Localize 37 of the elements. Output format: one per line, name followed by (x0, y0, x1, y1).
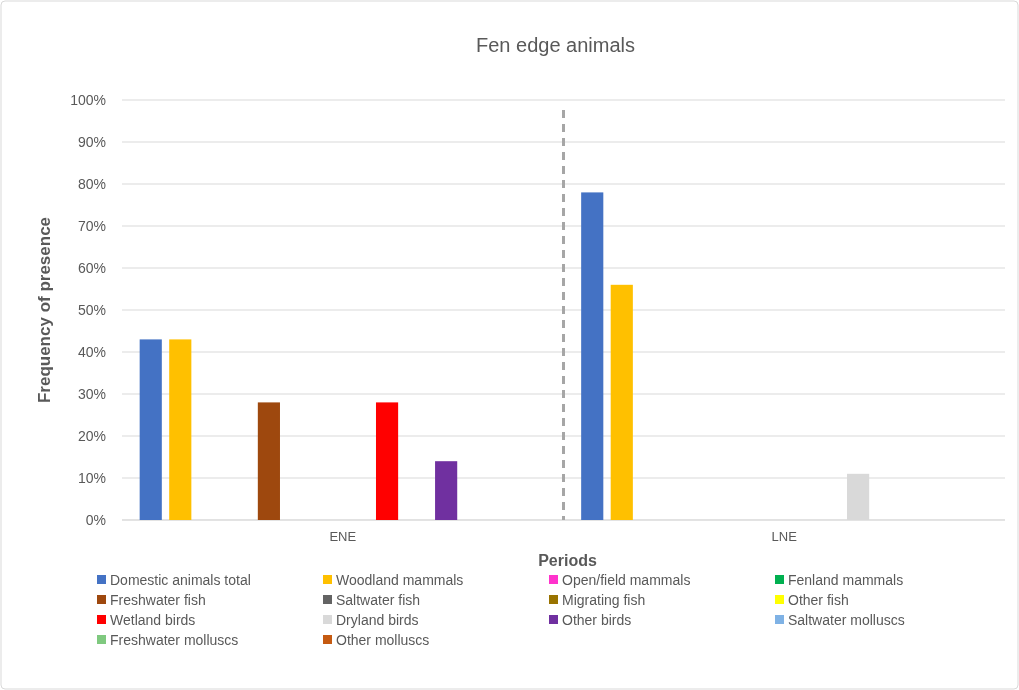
legend-label: Fenland mammals (788, 572, 904, 588)
legend-label: Dryland birds (336, 612, 419, 628)
y-tick-label: 100% (70, 92, 106, 108)
y-tick-label: 80% (77, 176, 106, 192)
legend-label: Migrating fish (562, 592, 646, 608)
y-tick-label: 90% (77, 134, 106, 150)
legend-label: Other molluscs (336, 632, 430, 648)
y-tick-label: 60% (77, 260, 106, 276)
y-tick-label: 0% (85, 512, 106, 528)
legend-label: Freshwater fish (110, 592, 206, 608)
bar (139, 339, 162, 520)
legend-label: Wetland birds (110, 612, 196, 628)
legend-label: Domestic animals total (110, 572, 251, 588)
x-axis-title: Periods (538, 552, 597, 569)
bar (435, 461, 458, 520)
bar (375, 402, 399, 520)
bar (257, 402, 280, 520)
legend-label: Saltwater fish (336, 592, 421, 608)
y-tick-label: 40% (77, 344, 106, 360)
x-tick-label: LNE (771, 529, 798, 544)
legend-label: Woodland mammals (336, 572, 464, 588)
legend-label: Other birds (562, 612, 632, 628)
chart-title: Fen edge animals (476, 34, 635, 56)
legend-label: Freshwater molluscs (110, 632, 239, 648)
bar (169, 339, 192, 520)
y-tick-label: 10% (77, 470, 106, 486)
y-tick-label: 50% (77, 302, 106, 318)
legend-label: Open/field mammals (562, 572, 691, 588)
legend-label: Other fish (788, 592, 849, 608)
y-tick-label: 20% (77, 428, 106, 444)
x-tick-label: ENE (329, 529, 357, 544)
y-tick-label: 30% (77, 386, 106, 402)
bar (610, 284, 633, 520)
legend-label: Saltwater molluscs (788, 612, 905, 628)
y-axis-title: Frequency of presence (35, 216, 54, 404)
bar (581, 192, 604, 520)
y-tick-label: 70% (77, 218, 106, 234)
